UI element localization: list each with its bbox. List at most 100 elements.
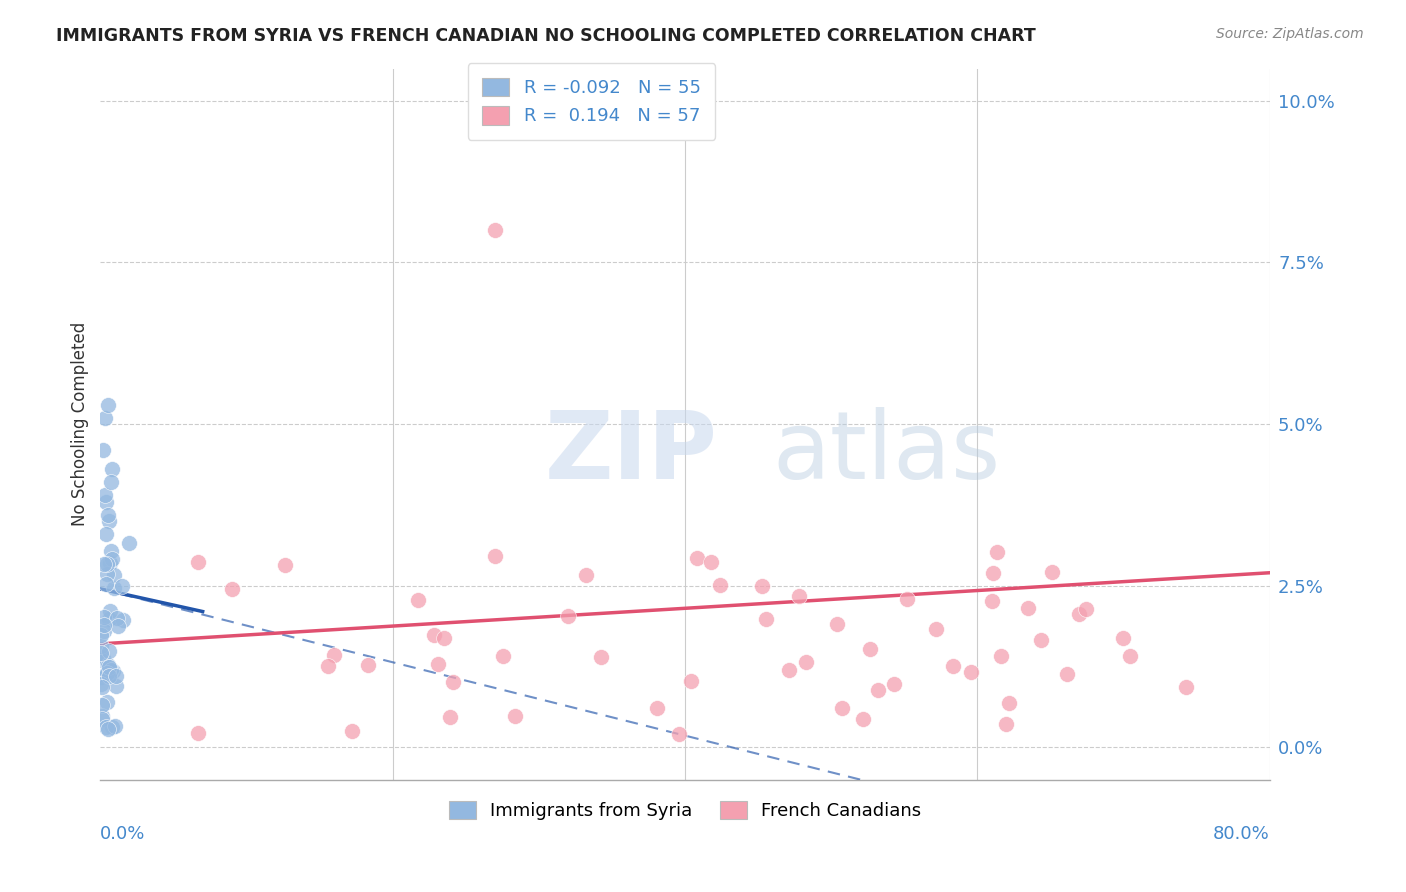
Point bbox=[96, 494, 118, 508]
Point bbox=[709, 578, 731, 592]
Point bbox=[433, 631, 456, 645]
Point bbox=[100, 663, 122, 677]
Point bbox=[104, 719, 127, 733]
Point bbox=[825, 617, 848, 632]
Text: IMMIGRANTS FROM SYRIA VS FRENCH CANADIAN NO SCHOOLING COMPLETED CORRELATION CHAR: IMMIGRANTS FROM SYRIA VS FRENCH CANADIAN… bbox=[56, 27, 1036, 45]
Text: 80.0%: 80.0% bbox=[1213, 825, 1270, 843]
Point bbox=[96, 658, 118, 673]
Point bbox=[274, 558, 297, 572]
Point bbox=[98, 604, 121, 618]
Point bbox=[97, 723, 120, 737]
Point bbox=[97, 508, 120, 522]
Point bbox=[503, 709, 526, 723]
Point bbox=[91, 681, 114, 695]
Point bbox=[990, 648, 1012, 663]
Point bbox=[681, 673, 703, 688]
Point bbox=[103, 581, 125, 595]
Point bbox=[100, 544, 122, 558]
Point bbox=[981, 566, 1004, 580]
Point bbox=[1056, 667, 1078, 681]
Point bbox=[98, 611, 121, 625]
Point bbox=[852, 712, 875, 726]
Point bbox=[1067, 607, 1090, 622]
Point bbox=[94, 577, 117, 591]
Point bbox=[187, 555, 209, 569]
Point bbox=[101, 665, 124, 679]
Point bbox=[98, 669, 121, 683]
Point bbox=[93, 617, 115, 632]
Point bbox=[96, 557, 118, 571]
Point bbox=[686, 550, 709, 565]
Point bbox=[755, 612, 778, 626]
Point bbox=[98, 556, 121, 570]
Point bbox=[986, 544, 1008, 558]
Point bbox=[925, 622, 948, 636]
Point bbox=[221, 582, 243, 597]
Point bbox=[423, 628, 446, 642]
Point bbox=[97, 660, 120, 674]
Point bbox=[441, 675, 464, 690]
Point bbox=[557, 609, 579, 624]
Point bbox=[1040, 565, 1063, 579]
Point bbox=[101, 552, 124, 566]
Point bbox=[994, 717, 1017, 731]
Point bbox=[93, 410, 115, 425]
Point bbox=[90, 712, 112, 726]
Point bbox=[647, 700, 669, 714]
Point bbox=[105, 611, 128, 625]
Point bbox=[93, 610, 115, 624]
Point bbox=[960, 665, 983, 679]
Point bbox=[1119, 648, 1142, 663]
Point bbox=[1031, 633, 1053, 648]
Legend: Immigrants from Syria, French Canadians: Immigrants from Syria, French Canadians bbox=[441, 794, 928, 828]
Point bbox=[981, 594, 1004, 608]
Point bbox=[111, 579, 134, 593]
Point bbox=[484, 223, 506, 237]
Point bbox=[1175, 680, 1198, 694]
Point bbox=[896, 591, 918, 606]
Point bbox=[91, 442, 114, 457]
Point bbox=[316, 659, 339, 673]
Point bbox=[866, 683, 889, 698]
Point bbox=[90, 676, 112, 690]
Text: atlas: atlas bbox=[773, 407, 1001, 499]
Point bbox=[322, 648, 344, 662]
Point bbox=[101, 720, 124, 734]
Point bbox=[96, 695, 118, 709]
Point bbox=[1017, 601, 1039, 615]
Point bbox=[93, 624, 115, 638]
Text: Source: ZipAtlas.com: Source: ZipAtlas.com bbox=[1216, 27, 1364, 41]
Point bbox=[96, 666, 118, 681]
Point bbox=[942, 659, 965, 673]
Point bbox=[93, 668, 115, 682]
Point bbox=[97, 398, 120, 412]
Point bbox=[117, 536, 139, 550]
Point bbox=[98, 644, 121, 658]
Text: ZIP: ZIP bbox=[544, 407, 717, 499]
Point bbox=[1112, 631, 1135, 645]
Point bbox=[96, 567, 118, 582]
Y-axis label: No Schooling Completed: No Schooling Completed bbox=[72, 322, 89, 526]
Point bbox=[751, 579, 773, 593]
Point bbox=[100, 475, 122, 490]
Point bbox=[439, 710, 461, 724]
Point bbox=[426, 657, 449, 671]
Point bbox=[94, 720, 117, 734]
Point bbox=[187, 726, 209, 740]
Point bbox=[91, 651, 114, 665]
Point bbox=[90, 639, 112, 653]
Point bbox=[794, 655, 817, 669]
Point bbox=[340, 724, 363, 739]
Point bbox=[883, 677, 905, 691]
Point bbox=[91, 698, 114, 712]
Point bbox=[103, 568, 125, 582]
Point bbox=[107, 619, 129, 633]
Point bbox=[91, 709, 114, 723]
Point bbox=[668, 727, 690, 741]
Point bbox=[778, 663, 800, 677]
Point bbox=[831, 700, 853, 714]
Point bbox=[93, 557, 115, 571]
Text: 0.0%: 0.0% bbox=[100, 825, 146, 843]
Point bbox=[112, 613, 135, 627]
Point bbox=[93, 488, 115, 502]
